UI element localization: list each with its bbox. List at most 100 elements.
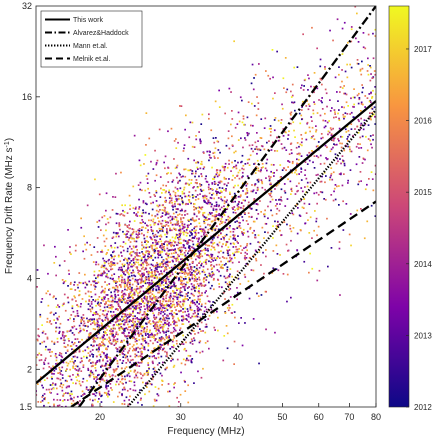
scatter-point xyxy=(54,384,57,386)
scatter-point xyxy=(85,248,88,251)
scatter-point xyxy=(202,367,204,370)
scatter-point xyxy=(125,233,127,236)
scatter-point xyxy=(99,394,101,396)
scatter-point xyxy=(47,362,50,365)
scatter-point xyxy=(332,199,335,202)
scatter-point xyxy=(146,264,148,267)
scatter-point xyxy=(230,91,232,93)
scatter-point xyxy=(162,284,165,286)
scatter-point xyxy=(162,325,165,328)
scatter-point xyxy=(147,370,149,372)
scatter-point xyxy=(137,211,139,214)
scatter-point xyxy=(227,284,230,286)
scatter-point xyxy=(93,246,96,248)
scatter-point xyxy=(177,182,179,184)
scatter-point xyxy=(140,373,142,375)
scatter-point xyxy=(141,226,143,229)
scatter-point xyxy=(196,182,198,185)
scatter-point xyxy=(359,143,361,145)
scatter-point xyxy=(327,130,330,133)
scatter-point xyxy=(244,255,246,257)
scatter-point xyxy=(193,337,195,339)
scatter-point xyxy=(359,128,361,131)
scatter-point xyxy=(209,256,212,259)
scatter-point xyxy=(96,221,99,223)
scatter-point xyxy=(218,106,221,108)
scatter-point xyxy=(191,233,193,236)
scatter-point xyxy=(155,264,157,267)
scatter-point xyxy=(96,282,98,284)
scatter-point xyxy=(212,207,215,210)
scatter-point xyxy=(215,208,217,211)
scatter-point xyxy=(246,196,249,198)
scatter-point xyxy=(232,230,235,233)
scatter-point xyxy=(104,287,106,290)
scatter-point xyxy=(100,302,102,304)
scatter-point xyxy=(49,384,52,386)
scatter-point xyxy=(199,298,201,301)
scatter-point xyxy=(161,262,164,265)
scatter-point xyxy=(105,237,108,240)
scatter-point xyxy=(130,260,133,262)
scatter-point xyxy=(223,202,226,205)
scatter-point xyxy=(107,385,109,387)
scatter-point xyxy=(176,298,179,300)
scatter-point xyxy=(370,143,372,146)
scatter-point xyxy=(140,222,143,224)
scatter-point xyxy=(196,305,198,308)
scatter-point xyxy=(55,387,58,390)
scatter-point xyxy=(116,286,119,289)
scatter-point xyxy=(193,213,196,216)
scatter-point xyxy=(109,322,112,324)
scatter-point xyxy=(302,89,305,91)
scatter-point xyxy=(55,363,57,365)
scatter-point xyxy=(150,283,153,285)
scatter-point xyxy=(233,166,235,168)
scatter-point xyxy=(217,205,220,208)
scatter-point xyxy=(49,391,51,394)
scatter-point xyxy=(142,263,145,266)
scatter-point xyxy=(224,112,226,115)
scatter-point xyxy=(134,278,137,281)
scatter-point xyxy=(352,134,354,137)
scatter-point xyxy=(151,361,154,364)
scatter-point xyxy=(362,128,365,131)
scatter-point xyxy=(283,183,286,185)
scatter-point xyxy=(187,157,190,160)
scatter-point xyxy=(160,228,162,230)
scatter-point xyxy=(114,314,117,316)
scatter-point xyxy=(151,350,153,352)
scatter-point xyxy=(310,85,312,88)
scatter-point xyxy=(296,190,298,193)
scatter-point xyxy=(113,250,115,253)
scatter-point xyxy=(229,193,231,195)
scatter-point xyxy=(341,27,344,30)
scatter-point xyxy=(247,235,250,238)
scatter-point xyxy=(197,250,200,253)
scatter-point xyxy=(99,380,101,383)
scatter-point xyxy=(217,251,220,254)
scatter-point xyxy=(179,227,181,229)
scatter-point xyxy=(251,144,254,146)
scatter-point xyxy=(40,376,42,378)
scatter-point xyxy=(83,257,86,260)
scatter-point xyxy=(141,215,143,218)
scatter-point xyxy=(188,224,190,226)
scatter-point xyxy=(213,215,216,218)
scatter-point xyxy=(166,293,168,296)
scatter-point xyxy=(134,302,136,304)
scatter-point xyxy=(162,295,165,298)
scatter-point xyxy=(159,326,162,329)
scatter-point xyxy=(225,188,227,190)
scatter-point xyxy=(173,386,175,389)
scatter-point xyxy=(114,321,117,324)
scatter-point xyxy=(193,146,196,148)
scatter-point xyxy=(158,339,160,341)
scatter-point xyxy=(169,241,172,244)
scatter-point xyxy=(250,190,253,193)
scatter-point xyxy=(142,300,144,302)
scatter-point xyxy=(115,232,118,235)
scatter-point xyxy=(220,232,222,234)
scatter-point xyxy=(257,179,260,181)
scatter-point xyxy=(138,321,140,324)
